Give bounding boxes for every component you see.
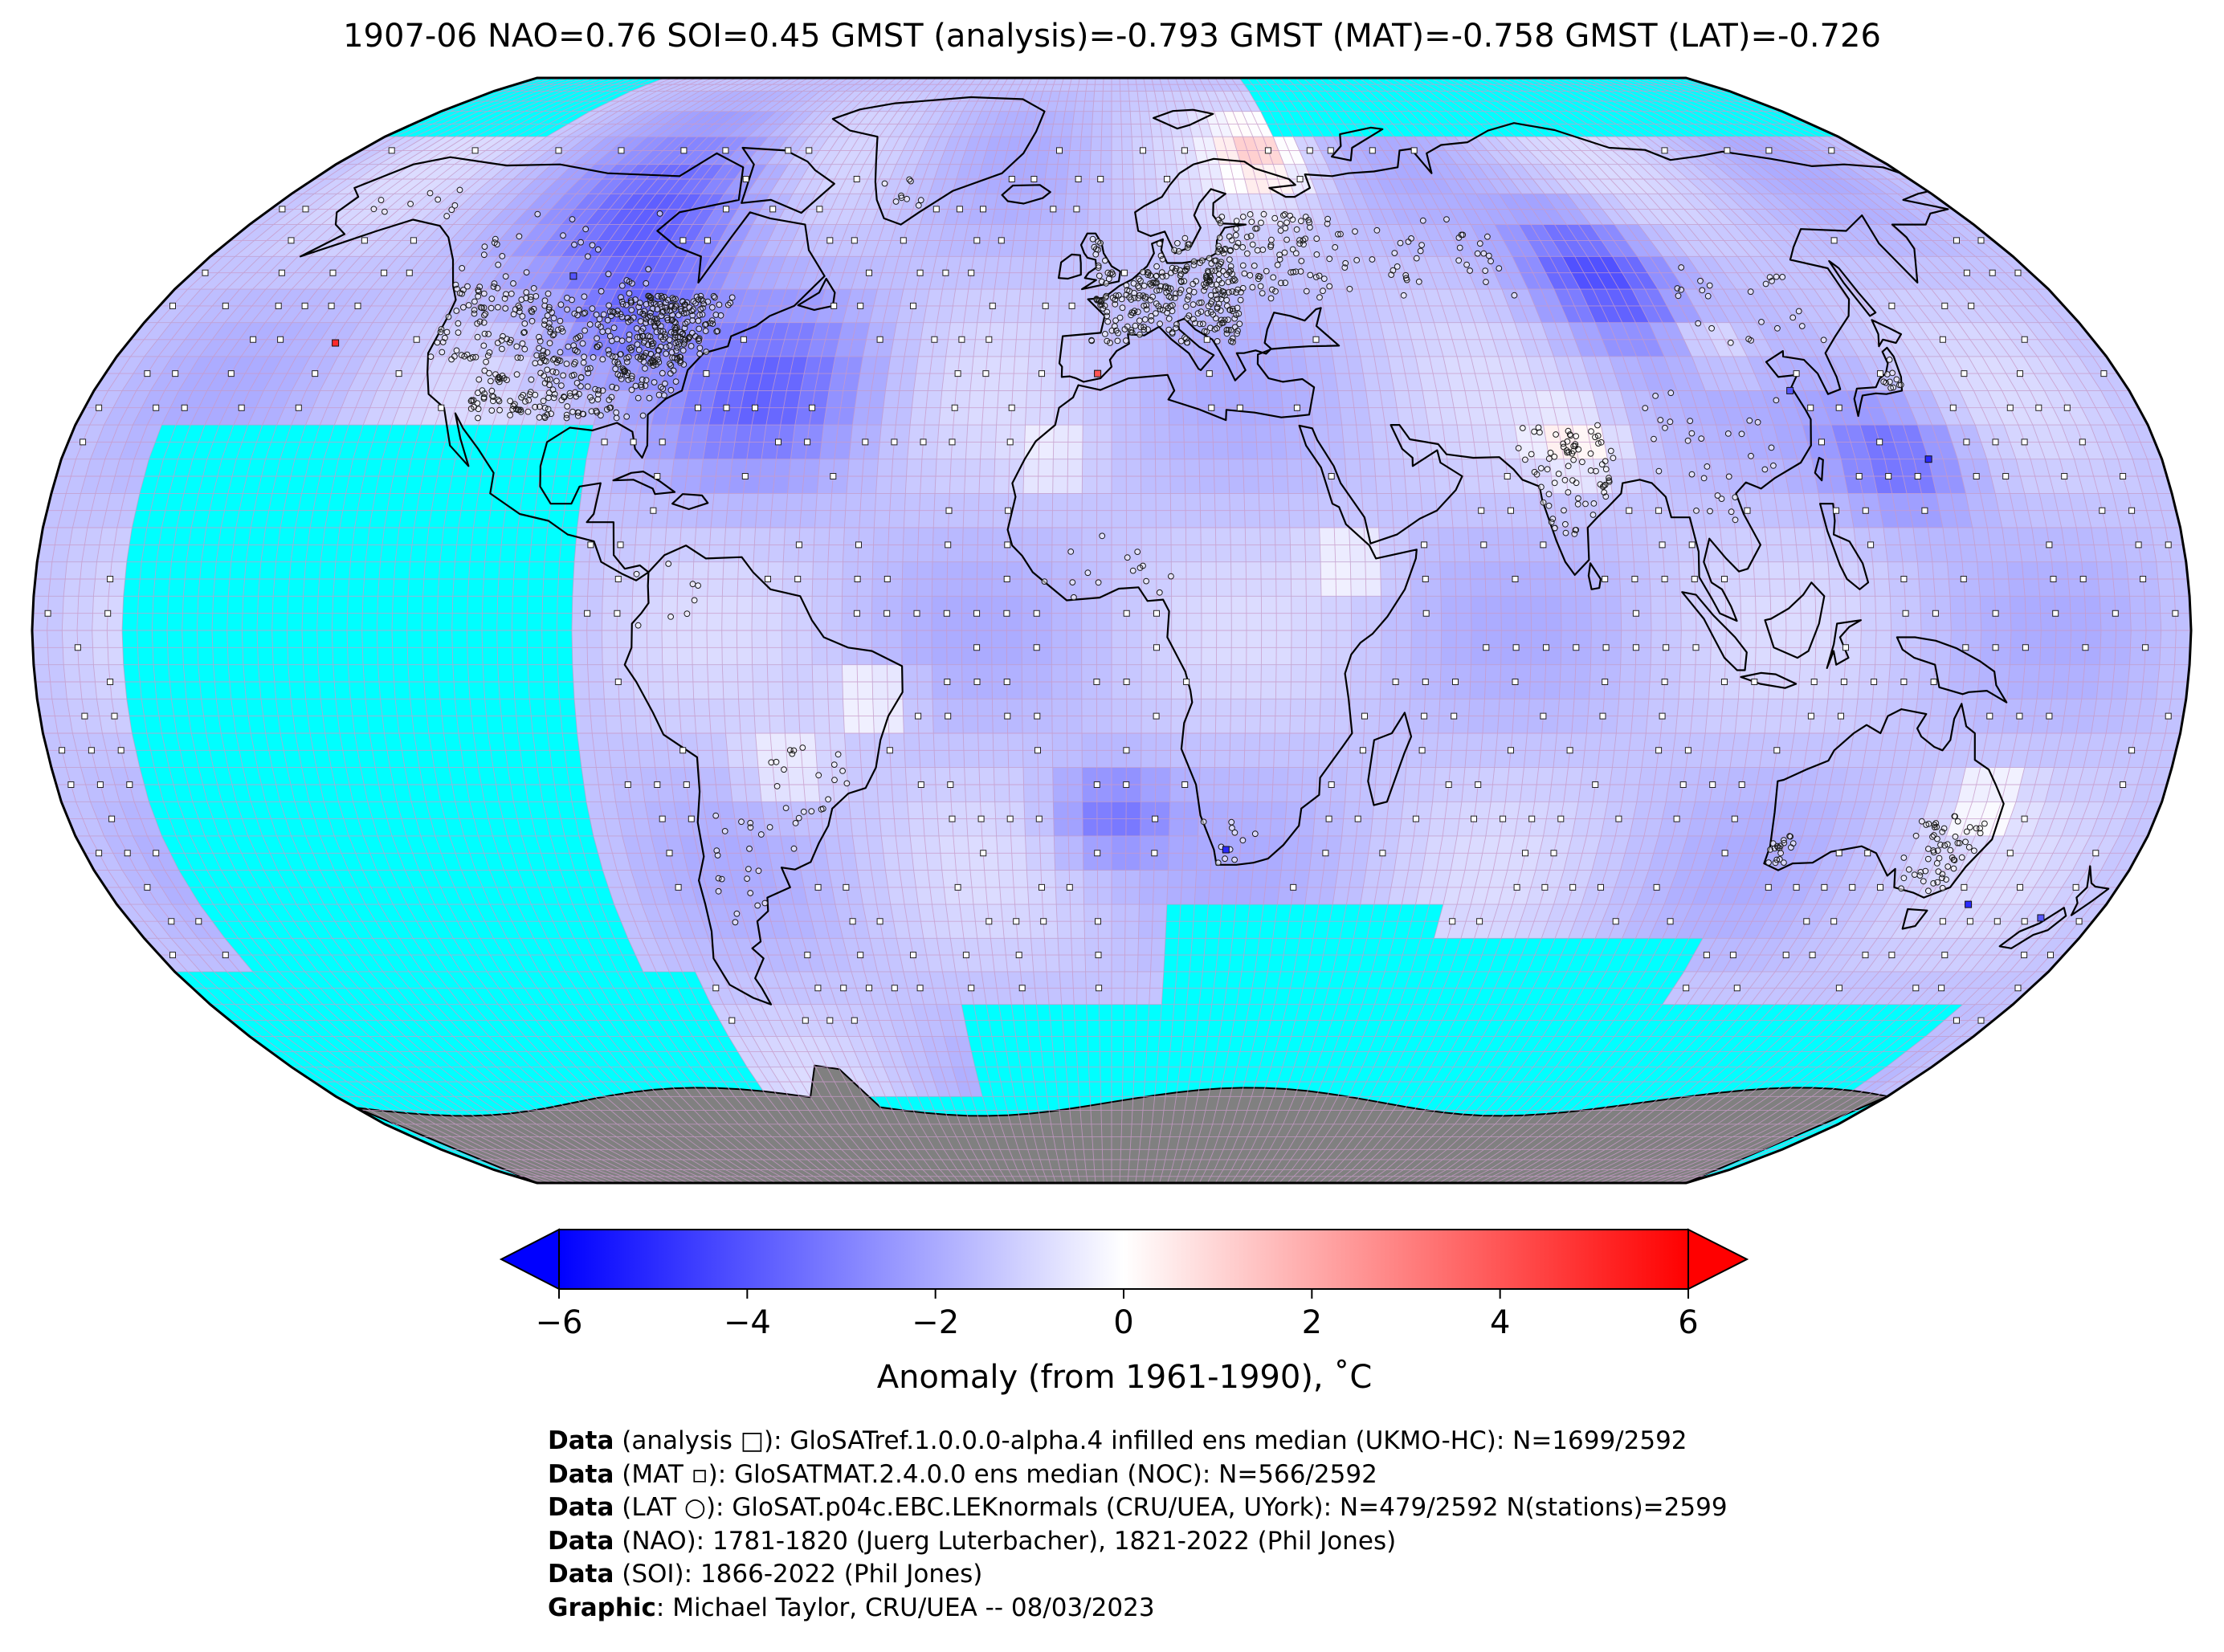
credit-line: Data (NAO): 1781-1820 (Juerg Luterbacher…	[548, 1525, 1728, 1559]
credit-line-label: Data	[548, 1493, 614, 1522]
colorbar-tick-label: −4	[724, 1304, 771, 1341]
credit-line-text: : Michael Taylor, CRU/UEA -- 08/03/2023	[655, 1593, 1155, 1622]
credit-line-label: Data	[548, 1526, 614, 1556]
credit-line: Data (MAT ▫): GloSATMAT.2.4.0.0 ens medi…	[548, 1458, 1728, 1492]
credit-line-text: (NAO): 1781-1820 (Juerg Luterbacher), 18…	[614, 1526, 1397, 1556]
colorbar-tick-label: 4	[1490, 1304, 1510, 1341]
colorbar-label: Anomaly (from 1961-1990), ˚C	[877, 1359, 1373, 1396]
figure-title: 1907-06 NAO=0.76 SOI=0.45 GMST (analysis…	[343, 18, 1881, 55]
colorbar-gradient	[558, 1229, 1689, 1290]
colorbar-tick-label: −2	[912, 1304, 959, 1341]
credit-line-label: Graphic	[548, 1593, 656, 1622]
credit-line-label: Data	[548, 1459, 614, 1489]
credit-line: Data (analysis □): GloSATref.1.0.0.0-alp…	[548, 1425, 1728, 1458]
colorbar: −6 −4 −2 0 2 4 6 Anomaly (from 1961-1990), ˚C	[499, 1228, 1749, 1396]
colorbar-ticks: −6 −4 −2 0 2 4 6	[536, 1289, 1699, 1341]
colorbar-tick-label: 2	[1302, 1304, 1322, 1341]
credit-line-text: (LAT ○): GloSAT.p04c.EBC.LEKnormals (CRU…	[614, 1493, 1728, 1522]
credit-line: Data (LAT ○): GloSAT.p04c.EBC.LEKnormals…	[548, 1491, 1728, 1525]
credit-line-text: (analysis □): GloSATref.1.0.0.0-alpha.4 …	[614, 1426, 1687, 1455]
credit-line-text: (SOI): 1866-2022 (Phil Jones)	[614, 1560, 983, 1589]
colorbar-extend-high	[1687, 1228, 1749, 1291]
credit-line-label: Data	[548, 1426, 614, 1455]
credit-line: Data (SOI): 1866-2022 (Phil Jones)	[548, 1558, 1728, 1592]
world-map	[31, 76, 2193, 1185]
data-credits: Data (analysis □): GloSATref.1.0.0.0-alp…	[548, 1425, 1728, 1625]
colorbar-tick-label: 6	[1678, 1304, 1698, 1341]
colorbar-extend-low	[499, 1228, 560, 1291]
credit-line-label: Data	[548, 1560, 614, 1589]
colorbar-tick-label: −6	[536, 1304, 583, 1341]
colorbar-tick-label: 0	[1113, 1304, 1133, 1341]
credit-line: Graphic: Michael Taylor, CRU/UEA -- 08/0…	[548, 1592, 1728, 1625]
credit-line-text: (MAT ▫): GloSATMAT.2.4.0.0 ens median (N…	[614, 1459, 1377, 1489]
